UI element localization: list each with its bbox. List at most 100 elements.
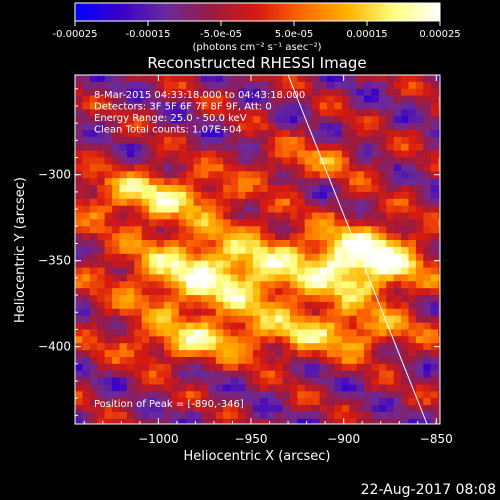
heatmap-cell [408,274,417,282]
heatmap-cell [371,157,380,165]
heatmap-cell [267,370,276,379]
heatmap-cell [304,171,313,179]
heatmap-cell [230,164,239,172]
heatmap-cell [267,267,276,276]
heatmap-cell [171,109,180,117]
heatmap-cell [82,240,91,248]
heatmap-cell [149,370,158,379]
heatmap-cell [126,150,135,159]
heatmap-cell [238,343,246,351]
heatmap-cell [327,253,335,262]
heatmap-cell [423,191,432,200]
heatmap-cell [401,412,410,420]
heatmap-cell [260,136,269,145]
heatmap-cell [141,363,150,372]
heatmap-cell [97,246,106,255]
heatmap-cell [245,267,254,276]
heatmap-cell [119,226,128,234]
heatmap-cell [275,157,284,165]
heatmap-cell [267,301,276,310]
heatmap-cell [423,301,432,310]
heatmap-cell [378,116,387,124]
heatmap-cell [356,136,365,145]
heatmap-cell [238,233,246,241]
heatmap-cell [186,357,195,365]
heatmap-cell [163,185,172,193]
heatmap-cell [245,336,254,344]
heatmap-cell [289,253,298,262]
heatmap-cell [126,343,135,351]
heatmap-cell [438,191,440,200]
heatmap-cell [223,164,232,172]
heatmap-cell [89,88,98,97]
heatmap-cell [312,178,321,186]
heatmap-cell [423,267,432,276]
heatmap-cell [423,343,432,351]
heatmap-cell [275,336,284,344]
heatmap-cell [208,315,217,324]
heatmap-cell [393,336,402,344]
heatmap-cell [186,363,195,372]
heatmap-cell [349,246,358,255]
heatmap-cell [430,377,439,386]
heatmap-cell [149,350,158,358]
heatmap-cell [149,301,158,310]
heatmap-cell [327,219,335,227]
heatmap-cell [415,205,424,214]
heatmap-cell [393,350,402,358]
heatmap-cell [134,212,143,220]
heatmap-cell [401,274,410,282]
heatmap-cell [438,384,440,392]
heatmap-cell [245,391,254,399]
heatmap-cell [171,102,180,110]
heatmap-cell [245,301,254,310]
heatmap-cell [260,295,269,303]
heatmap-cell [304,315,313,324]
heatmap-cell [319,116,328,124]
plot-frame [74,74,441,425]
heatmap-cell [334,143,343,152]
heatmap-cell [163,391,172,399]
heatmap-cell [186,123,195,131]
heatmap-cell [104,336,113,344]
heatmap-cell [356,377,365,386]
heatmap-cell [364,205,372,214]
heatmap-cell [371,398,380,406]
heatmap-cell [378,336,387,344]
heatmap-cell [215,370,224,379]
heatmap-cell [304,398,313,406]
heatmap-cell [415,226,424,234]
heatmap-cell [163,240,172,248]
heatmap-cell [252,123,261,131]
heatmap-cell [186,240,195,248]
heatmap-cell [334,102,343,110]
heatmap-cell [238,384,246,392]
heatmap-cell [223,123,232,131]
heatmap-cell [260,301,269,310]
heatmap-cell [104,253,113,262]
heatmap-cell [275,116,284,124]
heatmap-cell [356,281,365,289]
heatmap-cell [119,157,128,165]
heatmap-cell [267,219,276,227]
heatmap-cell [215,191,224,200]
heatmap-cell [178,116,187,124]
annotation-line: Clean Total counts: 1.07E+04 [94,125,242,136]
heatmap-cell [408,178,417,186]
heatmap-cell [163,95,172,104]
heatmap-cell [341,336,350,344]
heatmap-cell [149,336,158,344]
heatmap-cell [230,274,239,282]
heatmap-cell [126,350,135,358]
heatmap-cell [149,205,158,214]
heatmap-cell [119,260,128,269]
heatmap-cell [193,233,202,241]
heatmap-cell [230,150,239,159]
heatmap-cell [215,418,224,424]
heatmap-cell [341,350,350,358]
heatmap-cell [364,246,372,255]
heatmap-cell [408,357,417,365]
heatmap-cell [89,157,98,165]
heatmap-cell [319,357,328,365]
heatmap-cell [97,157,106,165]
